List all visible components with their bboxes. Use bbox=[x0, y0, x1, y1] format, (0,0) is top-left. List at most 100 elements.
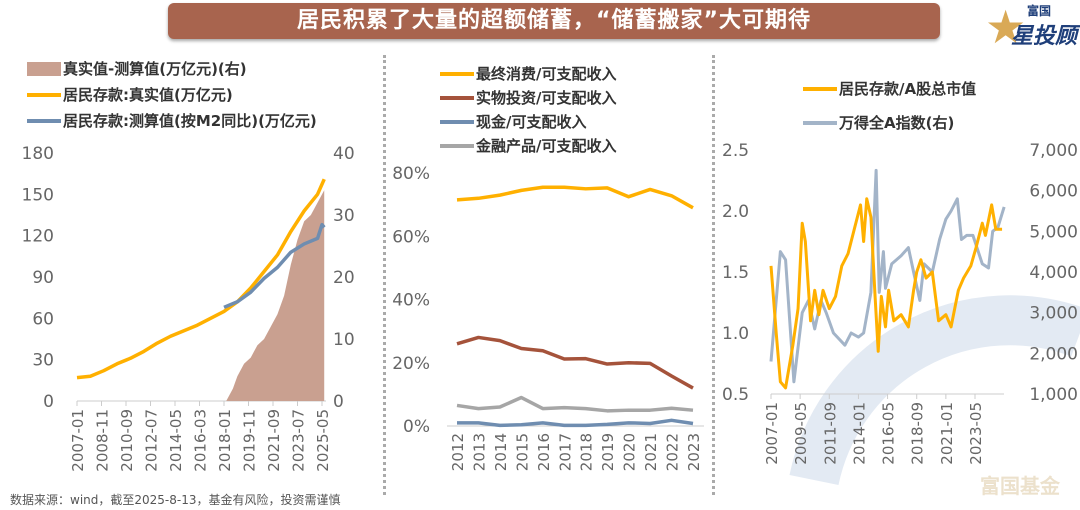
y-tick-label: 60 bbox=[32, 309, 54, 329]
legend-label: 真实值-测算值(万亿元)(右) bbox=[63, 60, 247, 78]
y-tick-label: 1.0 bbox=[722, 324, 749, 344]
legend-item: 居民存款:真实值(万亿元) bbox=[27, 82, 317, 108]
y2-tick-label: 10 bbox=[333, 330, 355, 350]
legend-item: 最终消费/可支配收入 bbox=[440, 62, 616, 86]
legend-swatch bbox=[440, 144, 474, 148]
y2-tick-label: 0 bbox=[333, 392, 344, 412]
x-tick-label: 2019 bbox=[599, 433, 617, 471]
y-tick-label: 60% bbox=[392, 227, 430, 247]
y2-tick-label: 6,000 bbox=[1029, 182, 1078, 202]
watermark-arc bbox=[789, 295, 1080, 486]
x-tick-label: 2014-05 bbox=[167, 409, 185, 472]
line-series bbox=[457, 418, 694, 428]
y2-tick-label: 4,000 bbox=[1029, 263, 1078, 283]
x-tick-label: 2023 bbox=[685, 433, 703, 471]
y-tick-label: 20% bbox=[392, 354, 430, 374]
legend-item: 现金/可支配收入 bbox=[440, 110, 616, 134]
title-banner: 居民积累了大量的超额储蓄，“储蓄搬家”大可期待 bbox=[168, 3, 940, 39]
y2-tick-label: 20 bbox=[333, 268, 355, 288]
y2-tick-label: 2,000 bbox=[1029, 344, 1078, 364]
legend-label: 金融产品/可支配收入 bbox=[476, 137, 617, 155]
y-tick-label: 40% bbox=[392, 291, 430, 311]
x-tick-label: 2016-03 bbox=[192, 409, 210, 472]
x-tick-label: 2021 bbox=[642, 433, 660, 471]
legend-item: 居民存款/A股总市值 bbox=[803, 72, 976, 106]
legend-swatch bbox=[27, 93, 61, 97]
area-series-diff bbox=[226, 190, 325, 401]
x-tick-label: 2016 bbox=[535, 433, 553, 471]
x-tick-label: 2013 bbox=[470, 433, 488, 471]
line-series-index bbox=[769, 168, 1006, 384]
line-series-real bbox=[76, 178, 326, 380]
legend-swatch bbox=[803, 121, 837, 125]
y-tick-label: 0.5 bbox=[722, 385, 749, 405]
y-tick-label: 90 bbox=[32, 268, 54, 288]
star-icon: ★ bbox=[985, 0, 1027, 54]
y-tick-label: 150 bbox=[22, 185, 54, 205]
x-tick-label: 2008-11 bbox=[94, 409, 112, 472]
logo-bottom: 星投顾 bbox=[1011, 24, 1078, 49]
y2-tick-label: 7,000 bbox=[1029, 141, 1078, 161]
legend-swatch bbox=[27, 62, 61, 76]
legend-item: 实物投资/可支配收入 bbox=[440, 86, 616, 110]
y-tick-label: 120 bbox=[22, 227, 54, 247]
x-tick-label: 2018-09 bbox=[909, 402, 927, 465]
legend-chart1: 真实值-测算值(万亿元)(右) 居民存款:真实值(万亿元) 居民存款:测算值(按… bbox=[27, 56, 317, 134]
legend-label: 现金/可支配收入 bbox=[476, 113, 587, 131]
x-tick-label: 2023-05 bbox=[967, 402, 985, 465]
y-tick-label: 0% bbox=[403, 417, 430, 437]
line-series-ratio bbox=[769, 197, 1003, 390]
x-tick-label: 2009-05 bbox=[792, 402, 810, 465]
legend-swatch bbox=[440, 96, 474, 100]
legend-swatch bbox=[440, 72, 474, 76]
legend-item: 真实值-测算值(万亿元)(右) bbox=[27, 56, 317, 82]
x-tick-label: 2012 bbox=[449, 433, 467, 471]
line-series bbox=[456, 395, 694, 413]
y-tick-label: 1.5 bbox=[722, 263, 749, 283]
x-tick-label: 2011-09 bbox=[821, 402, 839, 465]
brand-logo: ★ 富国 星投顾 bbox=[985, 0, 1080, 56]
y-tick-label: 30 bbox=[32, 351, 54, 371]
line-series bbox=[456, 185, 694, 210]
x-tick-label: 2014-01 bbox=[850, 402, 868, 465]
x-tick-label: 2022 bbox=[664, 433, 682, 471]
y2-tick-label: 40 bbox=[333, 144, 355, 164]
x-tick-label: 2015 bbox=[513, 433, 531, 471]
x-tick-label: 2014 bbox=[492, 433, 510, 471]
watermark-text: 富国基金 bbox=[980, 474, 1060, 498]
x-tick-label: 2019-11 bbox=[241, 409, 259, 472]
x-tick-label: 2017 bbox=[556, 433, 574, 471]
y-tick-label: 2.5 bbox=[722, 141, 749, 161]
x-tick-label: 2021-09 bbox=[265, 409, 283, 472]
logo-top: 富国 bbox=[1027, 4, 1052, 18]
y2-tick-label: 30 bbox=[333, 206, 355, 226]
divider bbox=[712, 55, 715, 495]
x-tick-label: 2020 bbox=[621, 433, 639, 471]
y2-tick-label: 3,000 bbox=[1029, 304, 1078, 324]
legend-chart2: 最终消费/可支配收入 实物投资/可支配收入 现金/可支配收入 金融产品/可支配收… bbox=[440, 62, 616, 158]
legend-item: 金融产品/可支配收入 bbox=[440, 134, 616, 158]
legend-swatch bbox=[27, 119, 61, 123]
x-tick-label: 2007-01 bbox=[69, 409, 87, 472]
source-footnote: 数据来源：wind，截至2025-8-13，基金有风险，投资需谨慎 bbox=[10, 493, 341, 507]
legend-item: 万得全A指数(右) bbox=[803, 106, 976, 140]
x-tick-label: 2021-01 bbox=[938, 402, 956, 465]
x-tick-label: 2010-09 bbox=[118, 409, 136, 472]
line-series-estimate bbox=[223, 222, 326, 309]
divider bbox=[383, 55, 386, 495]
x-tick-label: 2007-01 bbox=[763, 402, 781, 465]
x-tick-label: 2016-05 bbox=[880, 402, 898, 465]
x-tick-label: 2025-05 bbox=[314, 409, 332, 472]
legend-item: 居民存款:测算值(按M2同比)(万亿元) bbox=[27, 108, 317, 134]
legend-label: 居民存款:真实值(万亿元) bbox=[63, 86, 233, 104]
legend-label: 万得全A指数(右) bbox=[839, 114, 955, 132]
x-tick-label: 2018-01 bbox=[216, 409, 234, 472]
legend-label: 实物投资/可支配收入 bbox=[476, 89, 617, 107]
y-tick-label: 2.0 bbox=[722, 202, 749, 222]
legend-chart3: 居民存款/A股总市值 万得全A指数(右) bbox=[803, 72, 976, 140]
y-tick-label: 80% bbox=[392, 164, 430, 184]
x-tick-label: 2012-07 bbox=[143, 409, 161, 472]
legend-swatch bbox=[803, 87, 837, 91]
x-tick-label: 2018 bbox=[578, 433, 596, 471]
